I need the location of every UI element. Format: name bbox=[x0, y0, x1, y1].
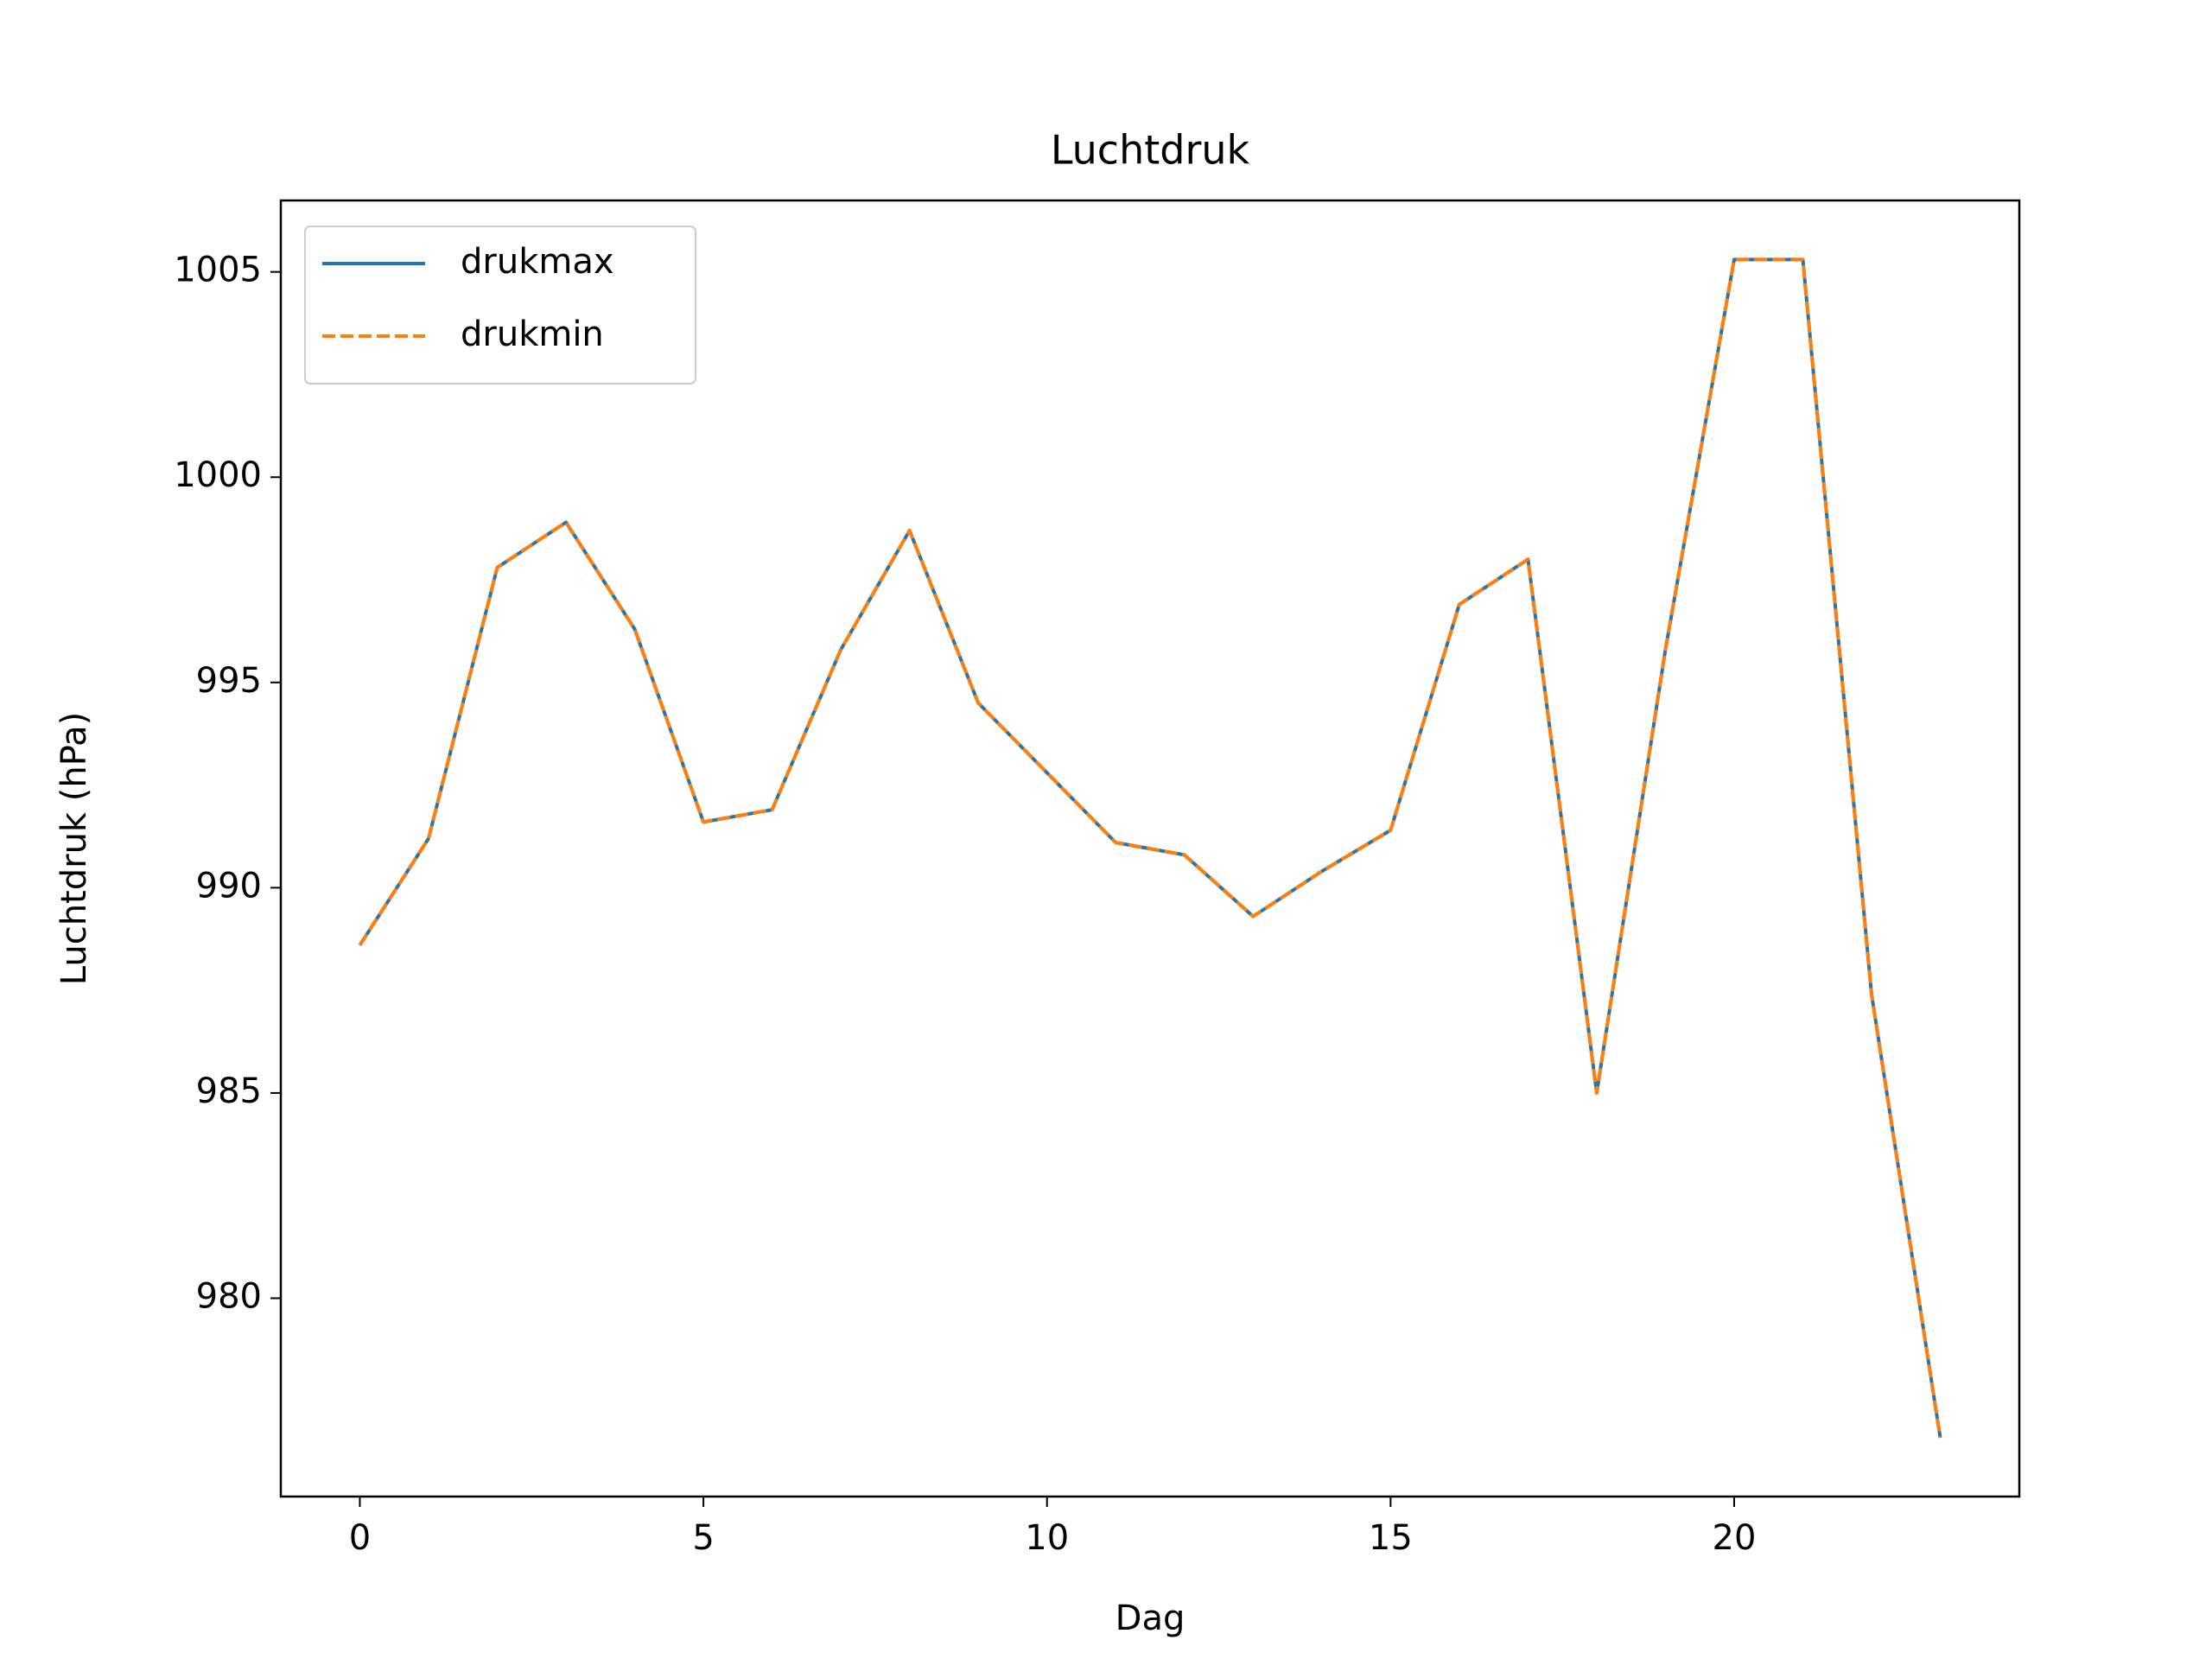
x-tick-label: 0 bbox=[349, 1518, 371, 1558]
data-line bbox=[358, 257, 1942, 1439]
x-axis-label: Dag bbox=[1116, 1599, 1185, 1638]
legend-label: drukmax bbox=[461, 242, 614, 282]
y-tick-label: 1000 bbox=[174, 455, 262, 495]
x-tick-label: 20 bbox=[1713, 1518, 1757, 1558]
plot-frame bbox=[279, 199, 2021, 1498]
legend-box bbox=[304, 226, 696, 385]
y-axis-label: Luchtdruk (hPa) bbox=[54, 712, 94, 985]
x-tick-label: 5 bbox=[692, 1518, 714, 1558]
x-tick-label: 10 bbox=[1025, 1518, 1069, 1558]
y-tick-label: 995 bbox=[196, 661, 262, 701]
chart-title: Luchtdruk bbox=[1051, 127, 1250, 174]
y-tick-label: 980 bbox=[196, 1277, 262, 1317]
y-tick-label: 990 bbox=[196, 866, 262, 906]
y-tick-label: 1005 bbox=[174, 251, 262, 290]
y-tick-label: 985 bbox=[196, 1071, 262, 1111]
legend-label: drukmin bbox=[461, 315, 604, 354]
x-tick-label: 15 bbox=[1369, 1518, 1413, 1558]
